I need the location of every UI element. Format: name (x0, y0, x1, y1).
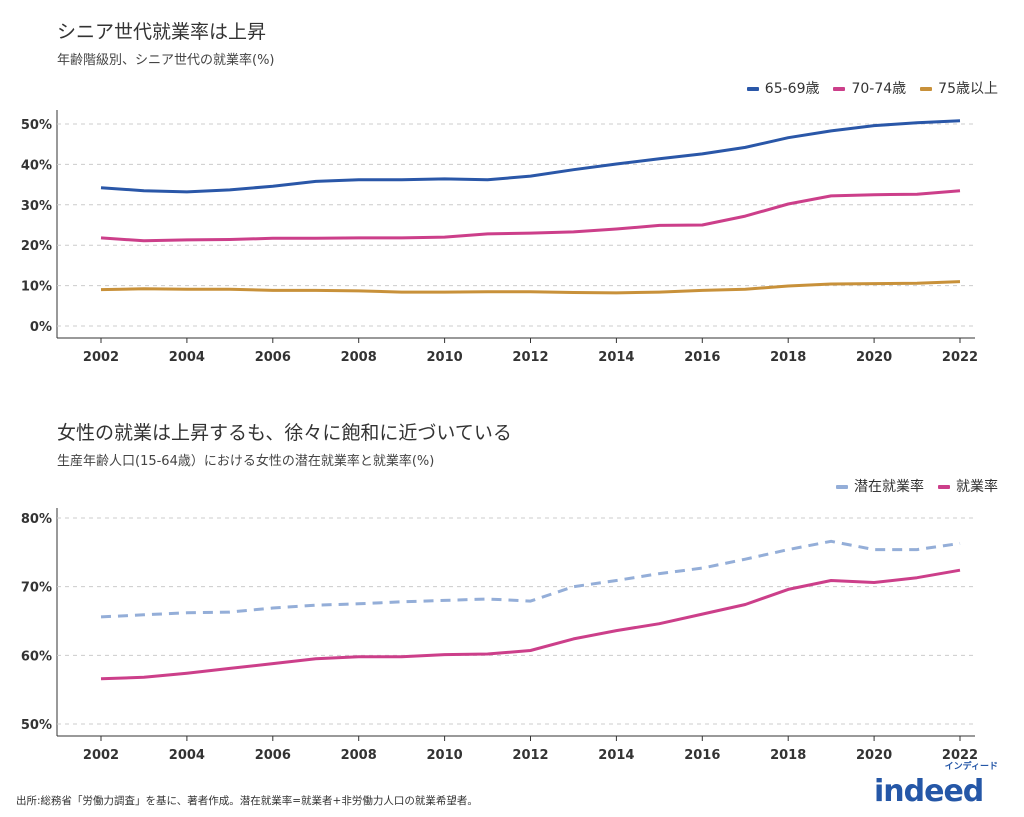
legend-label: 75歳以上 (938, 81, 998, 97)
x-tick-label: 2008 (341, 350, 377, 365)
legend-swatch-employment (938, 485, 950, 489)
x-tick-label: 2020 (856, 748, 892, 763)
source-note: 出所:総務省「労働力調査」を基に、著者作成。潜在就業率=就業者+非労働力人口の就… (16, 795, 478, 807)
x-tick-label: 2004 (169, 350, 205, 365)
series-line-0-0 (100, 119, 961, 194)
legend-swatch-65-69 (746, 87, 759, 91)
x-tick-label: 2006 (255, 748, 291, 763)
series-line-0-2 (100, 280, 961, 295)
x-tick-label: 2012 (512, 748, 548, 763)
x-tick-label: 2002 (83, 748, 119, 763)
y-tick-label: 30% (21, 199, 52, 214)
x-tick-label: 2018 (770, 748, 806, 763)
legend-swatch-potential (836, 485, 848, 489)
x-tick-label: 2016 (684, 748, 720, 763)
y-tick-label: 80% (21, 512, 52, 527)
logo-wordmark: indeed (874, 774, 984, 809)
x-tick-label: 2020 (856, 350, 892, 365)
chart1-title: シニア世代就業率は上昇 (57, 21, 267, 43)
y-tick-label: 70% (21, 581, 52, 596)
logo-kana: インディード (944, 762, 998, 772)
y-tick-label: 60% (21, 649, 52, 664)
x-tick-label: 2002 (83, 350, 119, 365)
legend-label: 70-74歳 (851, 81, 907, 97)
indeed-logo: インディード indeed (872, 762, 1004, 814)
y-tick-label: 10% (21, 280, 52, 295)
legend-swatch-75plus (920, 87, 933, 91)
y-tick-label: 50% (21, 118, 52, 133)
x-tick-label: 2014 (598, 350, 634, 365)
y-tick-label: 20% (21, 239, 52, 254)
legend-label: 潜在就業率 (854, 479, 924, 495)
x-tick-label: 2018 (770, 350, 806, 365)
series-line-1-1 (100, 568, 961, 681)
series-line-1-0 (100, 539, 961, 619)
x-tick-label: 2010 (427, 350, 463, 365)
y-tick-label: 50% (21, 718, 52, 733)
x-tick-label: 2012 (512, 350, 548, 365)
legend-label: 65-69歳 (764, 81, 820, 97)
chart2-subtitle: 生産年齢人口(15-64歳）における女性の潜在就業率と就業率(%) (57, 454, 435, 469)
x-tick-label: 2008 (341, 748, 377, 763)
x-tick-label: 2010 (427, 748, 463, 763)
x-tick-label: 2016 (684, 350, 720, 365)
x-tick-label: 2022 (942, 748, 978, 763)
x-tick-label: 2006 (255, 350, 291, 365)
x-tick-label: 2014 (598, 748, 634, 763)
chart1-subtitle: 年齢階級別、シニア世代の就業率(%) (57, 53, 275, 68)
chart1-legend: 65-69歳 70-74歳 75歳以上 (746, 80, 998, 98)
y-tick-label: 40% (21, 158, 52, 173)
chart2-title: 女性の就業は上昇するも、徐々に飽和に近づいている (57, 422, 512, 444)
y-tick-label: 0% (30, 320, 52, 335)
legend-swatch-70-74 (833, 87, 846, 91)
chart2-legend: 潜在就業率 就業率 (836, 478, 998, 496)
x-tick-label: 2004 (169, 748, 205, 763)
series-line-0-1 (100, 189, 961, 243)
legend-label: 就業率 (956, 479, 998, 495)
x-tick-label: 2022 (942, 350, 978, 365)
